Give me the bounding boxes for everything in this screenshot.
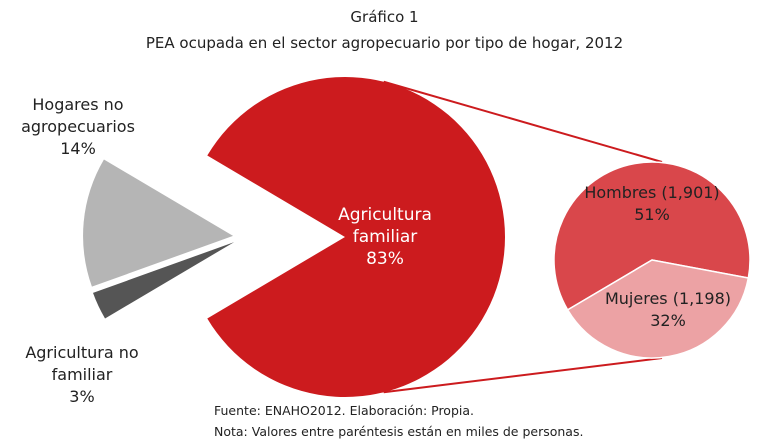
value-label: 83%	[366, 249, 404, 269]
pie-slice	[83, 159, 234, 287]
connector-line	[383, 80, 663, 163]
value-label: 32%	[650, 311, 686, 330]
pie-slice	[207, 77, 505, 398]
slice-label: Agricultura no familiar 3%	[12, 342, 152, 408]
connector-line	[383, 357, 663, 394]
value-label: 14%	[60, 139, 96, 158]
slice-label: Mujeres (1,198) 32%	[583, 288, 753, 332]
sub-pie-slice	[553, 161, 751, 311]
category-label: Agricultura no familiar	[25, 343, 139, 384]
value-label: 3%	[69, 387, 95, 406]
chart-subtitle: PEA ocupada en el sector agropecuario po…	[145, 34, 624, 52]
sub-pie-slice	[566, 259, 750, 359]
value-label: 51%	[634, 205, 670, 224]
slice-label: Agricultura familiar 83%	[325, 204, 445, 270]
footnote: Nota: Valores entre paréntesis están en …	[214, 424, 584, 439]
category-label: Hogares no agropecuarios	[21, 95, 135, 136]
category-label: Agricultura familiar	[338, 205, 432, 247]
category-label: Mujeres (1,198)	[604, 289, 731, 308]
slice-label: Hombres (1,901) 51%	[567, 182, 737, 226]
pie-slice	[93, 242, 235, 319]
source-note: Fuente: ENAHO2012. Elaboración: Propia.	[214, 403, 474, 418]
slice-label: Hogares no agropecuarios 14%	[8, 94, 148, 160]
category-label: Hombres (1,901)	[584, 183, 720, 202]
chart-title: Gráfico 1	[350, 8, 419, 26]
